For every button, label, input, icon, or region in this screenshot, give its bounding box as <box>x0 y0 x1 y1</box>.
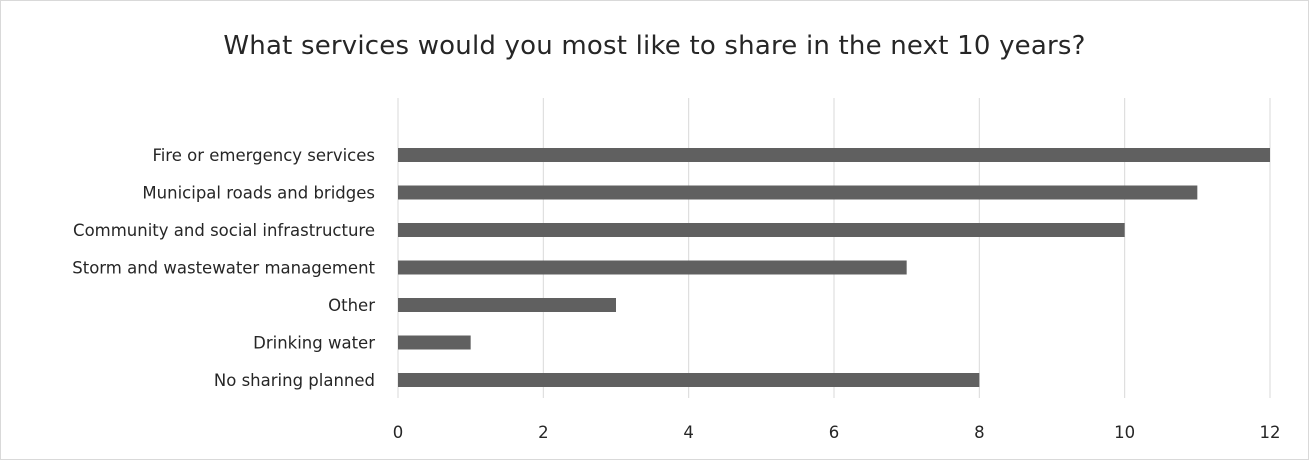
bar <box>398 148 1270 162</box>
category-label: Fire or emergency services <box>152 146 375 165</box>
x-tick-label: 12 <box>1260 423 1281 442</box>
bar <box>398 260 907 275</box>
bar <box>398 223 1125 237</box>
bar <box>398 185 1198 200</box>
category-labels: Fire or emergency services Municipal road… <box>72 146 375 390</box>
category-label: Municipal roads and bridges <box>142 184 375 203</box>
category-label: Other <box>328 296 375 315</box>
category-label: Drinking water <box>253 334 375 353</box>
bar <box>398 298 616 312</box>
chart-title: What services would you most like to sha… <box>223 31 1086 61</box>
x-axis-tick-labels: 0 2 4 6 8 10 12 <box>393 423 1281 442</box>
category-label: Community and social infrastructure <box>73 221 375 240</box>
x-tick-label: 2 <box>538 423 549 442</box>
gridlines <box>397 98 1271 398</box>
category-label: No sharing planned <box>214 371 375 390</box>
x-tick-label: 8 <box>974 423 985 442</box>
x-tick-label: 6 <box>829 423 840 442</box>
bars <box>398 148 1270 387</box>
x-tick-label: 0 <box>393 423 404 442</box>
bar <box>398 373 980 387</box>
category-label: Storm and wastewater management <box>72 259 375 278</box>
x-tick-label: 4 <box>683 423 694 442</box>
x-tick-label: 10 <box>1114 423 1135 442</box>
bar <box>398 335 471 350</box>
